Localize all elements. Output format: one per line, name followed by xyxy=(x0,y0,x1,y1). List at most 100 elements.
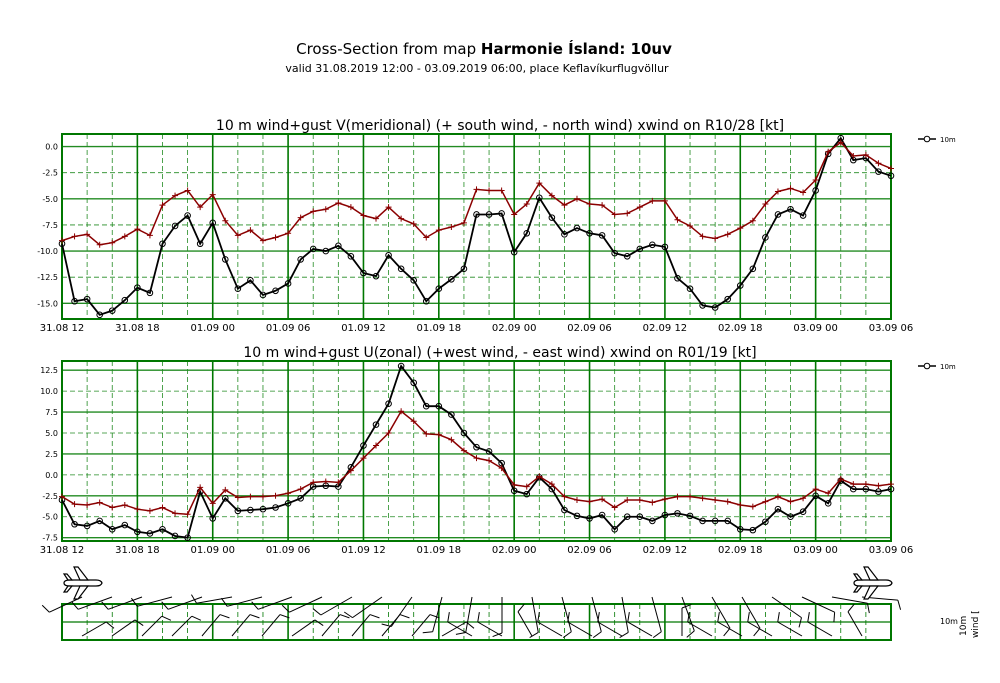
wind-barb-feather xyxy=(221,598,227,606)
data-point-gust xyxy=(499,187,505,193)
x-tick-label: 02.09 00 xyxy=(492,323,537,334)
data-point-gust xyxy=(637,204,643,210)
y-tick-label: 12.5 xyxy=(40,366,58,375)
y-tick-label: 2.5 xyxy=(45,450,58,459)
x-tick-label: 31.08 12 xyxy=(40,323,85,334)
plot-frame xyxy=(62,134,891,319)
wind-barb-feather xyxy=(593,632,601,638)
x-tick-label: 02.09 06 xyxy=(567,545,612,556)
data-point-gust xyxy=(624,210,630,216)
x-tick-label: 01.09 06 xyxy=(266,323,311,334)
data-point-gust xyxy=(122,233,128,239)
wind-barb-feather xyxy=(448,612,450,622)
y-tick-label: -7.5 xyxy=(42,221,58,230)
data-point-gust xyxy=(750,504,756,510)
figure-canvas: Cross-Section from map Harmonie Ísland: … xyxy=(0,0,1000,679)
y-tick-label: -2.5 xyxy=(42,492,58,501)
wind-barb-feather xyxy=(423,632,433,633)
wind-barb-feather xyxy=(834,612,835,622)
data-point-gust xyxy=(486,187,492,193)
data-point-gust xyxy=(574,497,580,503)
data-point-gust xyxy=(637,497,643,503)
data-point-gust xyxy=(134,226,140,232)
data-point-gust xyxy=(159,505,165,511)
data-point-gust xyxy=(737,225,743,231)
series-line-wind xyxy=(62,138,891,315)
data-point-gust xyxy=(84,502,90,508)
panel-v-title: 10 m wind+gust V(meridional) (+ south wi… xyxy=(216,118,784,134)
data-point-gust xyxy=(687,494,693,500)
wind-barb-feather xyxy=(848,604,854,612)
wind-barb xyxy=(682,597,694,631)
cross-section-figure: Cross-Section from map Harmonie Ísland: … xyxy=(0,0,1000,679)
data-point-gust xyxy=(436,432,442,438)
panel-u-title: 10 m wind+gust U(zonal) (+west wind, - e… xyxy=(243,345,756,361)
wind-barb xyxy=(622,597,628,632)
wind-barb-feather xyxy=(808,612,810,622)
legend-marker xyxy=(924,363,930,369)
data-point-gust xyxy=(587,201,593,207)
data-point-gust xyxy=(712,236,718,242)
wind-barb-feather xyxy=(102,602,109,610)
data-point-gust xyxy=(674,494,680,500)
barb-height-label: 10m xyxy=(940,617,958,626)
wind-barb-feather xyxy=(748,612,750,622)
y-tick-label: -12.5 xyxy=(37,273,58,282)
wind-barb-feather xyxy=(778,612,780,622)
data-point-gust xyxy=(662,496,668,502)
legend-marker xyxy=(924,136,930,142)
data-point-gust xyxy=(587,499,593,505)
wind-barb xyxy=(478,622,502,636)
data-point-gust xyxy=(273,493,279,499)
wind-barb xyxy=(352,615,370,636)
wind-barb-feather xyxy=(518,604,524,612)
wind-barb-feather xyxy=(400,615,409,618)
x-tick-label: 31.08 18 xyxy=(115,323,160,334)
x-tick-label: 03.09 00 xyxy=(793,545,838,556)
wind-barb xyxy=(808,622,832,636)
series-line-gust xyxy=(62,142,891,244)
data-point-gust xyxy=(122,502,128,508)
wind-barb xyxy=(322,615,340,636)
data-point-gust xyxy=(875,483,881,489)
wind-barb-feather xyxy=(72,602,79,610)
wind-barb xyxy=(172,616,192,636)
wind-barb xyxy=(262,615,280,636)
wind-barb-feather xyxy=(252,602,259,610)
data-point-gust xyxy=(72,233,78,239)
wind-barb-feather xyxy=(106,622,114,628)
y-tick-label: -15.0 xyxy=(37,299,58,308)
series-line-gust xyxy=(62,411,891,514)
wind-barb xyxy=(748,622,772,636)
wind-barb xyxy=(592,597,601,632)
data-point-gust xyxy=(335,200,341,206)
y-tick-label: -2.5 xyxy=(42,169,58,178)
wind-barb-feather xyxy=(250,615,259,618)
data-point-gust xyxy=(247,494,253,500)
barb-axis-label-wind: wind [ xyxy=(971,610,981,638)
x-tick-label: 02.09 00 xyxy=(492,545,537,556)
wind-barb-feather xyxy=(313,609,321,615)
data-point-gust xyxy=(775,494,781,500)
x-tick-label: 01.09 18 xyxy=(417,323,462,334)
wind-barb xyxy=(598,622,622,636)
wind-barb xyxy=(433,597,442,632)
data-point-gust xyxy=(788,499,794,505)
wind-barb-feather xyxy=(370,615,379,618)
wind-barb xyxy=(848,612,862,636)
x-tick-label: 02.09 18 xyxy=(718,545,763,556)
plane-fuselage xyxy=(64,580,102,586)
data-point-gust xyxy=(474,186,480,192)
wind-barb xyxy=(353,597,382,618)
data-point-gust xyxy=(436,227,442,233)
data-point-gust xyxy=(762,499,768,505)
wind-barb-feather xyxy=(135,620,143,626)
legend-label: 10m xyxy=(940,136,956,144)
x-tick-label: 31.08 18 xyxy=(115,545,160,556)
wind-barb xyxy=(568,622,592,636)
data-point-gust xyxy=(298,486,304,492)
wind-barb-feather xyxy=(724,628,730,636)
y-tick-label: 5.0 xyxy=(45,429,58,438)
legend-label: 10m xyxy=(940,363,956,371)
wind-barb-feather xyxy=(478,612,480,622)
